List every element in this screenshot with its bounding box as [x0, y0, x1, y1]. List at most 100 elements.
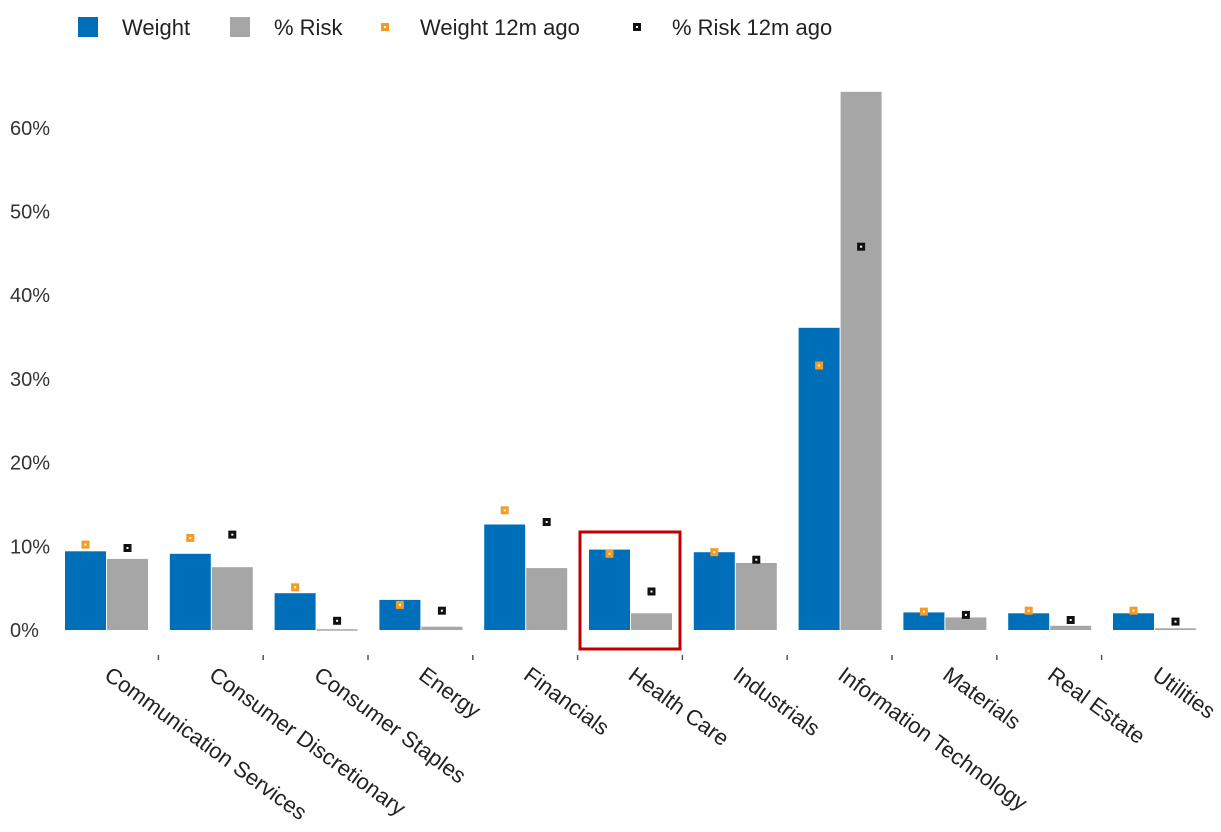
bar [421, 626, 463, 630]
x-category-label: Financials [519, 662, 614, 740]
legend-item-weight-12m-ago: Weight 12m ago [381, 15, 580, 40]
marker-dot [755, 558, 758, 561]
legend-swatch-dot-weight-12m-ago [384, 26, 386, 28]
legend-label-risk-12m-ago: % Risk 12m ago [672, 15, 832, 40]
bar [798, 327, 840, 630]
marker-point [1129, 606, 1138, 615]
bar [211, 567, 253, 630]
x-category-label: Energy [414, 662, 485, 723]
y-tick-label: 40% [10, 285, 50, 307]
marker-point [228, 530, 237, 539]
x-category-label: Health Care [624, 662, 734, 751]
legend-label-risk: % Risk [274, 15, 343, 40]
bar [1113, 613, 1154, 630]
marker-dot [126, 547, 129, 549]
marker-dot [294, 586, 297, 589]
bar [1008, 613, 1050, 630]
marker-dot [336, 619, 339, 622]
marker-dot [818, 364, 821, 367]
bars-layer [65, 91, 1196, 631]
legend: Weight % Risk Weight 12m ago % Risk 12m ago [78, 15, 832, 40]
legend-swatch-risk [230, 17, 250, 37]
legend-item-risk: % Risk [230, 15, 343, 40]
marker-point [291, 583, 300, 592]
legend-swatch-weight [78, 17, 98, 37]
marker-dot [231, 533, 234, 536]
marker-point [647, 587, 656, 596]
marker-point [605, 549, 614, 558]
bar [484, 524, 526, 630]
marker-dot [503, 509, 506, 512]
marker-point [437, 606, 446, 615]
bar [526, 568, 568, 630]
markers-layer [81, 242, 1180, 626]
bar [631, 613, 672, 630]
bar [1050, 625, 1092, 630]
x-category-label: Materials [938, 662, 1025, 735]
bar [107, 558, 148, 630]
marker-dot [713, 551, 716, 554]
marker-point [395, 600, 404, 609]
marker-dot [398, 603, 401, 606]
highlight-box [578, 530, 682, 651]
bar [735, 563, 777, 630]
marker-dot [964, 613, 967, 616]
marker-point [500, 506, 509, 515]
marker-point [857, 242, 866, 251]
marker-dot [545, 521, 548, 523]
marker-point [961, 610, 970, 619]
marker-dot [1027, 609, 1030, 612]
marker-dot [84, 543, 87, 546]
y-tick-label: 10% [10, 536, 50, 558]
marker-point [542, 518, 551, 526]
y-tick-label: 30% [10, 369, 50, 391]
legend-item-weight: Weight [78, 15, 190, 40]
bar [65, 551, 106, 630]
x-category-label: Industrials [729, 662, 825, 741]
marker-point [186, 533, 195, 542]
marker-dot [650, 590, 653, 593]
bar [169, 553, 211, 630]
marker-point [815, 361, 824, 370]
marker-dot [1174, 620, 1177, 623]
bar [693, 552, 735, 630]
bar [903, 612, 945, 630]
marker-dot [608, 552, 611, 555]
marker-dot [1132, 609, 1135, 612]
y-axis: 0% 10% 20% 30% 40% 50% 60% [10, 118, 50, 642]
marker-point [1024, 606, 1033, 615]
y-tick-label: 20% [10, 453, 50, 475]
x-category-label: Utilities [1148, 662, 1220, 724]
x-category-label: Real Estate [1043, 662, 1150, 749]
y-tick-label: 0% [10, 620, 39, 642]
bar [945, 617, 987, 630]
bar [316, 629, 358, 631]
legend-swatch-dot-risk-12m-ago [636, 26, 638, 28]
marker-point [1171, 617, 1180, 626]
marker-point [919, 607, 928, 616]
legend-label-weight: Weight [122, 15, 190, 40]
marker-dot [860, 245, 863, 248]
legend-label-weight-12m-ago: Weight 12m ago [420, 15, 580, 40]
legend-item-risk-12m-ago: % Risk 12m ago [633, 15, 832, 40]
bar [840, 91, 882, 631]
marker-dot [922, 610, 925, 613]
marker-point [81, 540, 90, 549]
x-category-label: Information Technology [834, 662, 1032, 816]
y-tick-label: 60% [10, 118, 50, 140]
bar [589, 549, 630, 630]
marker-dot [440, 609, 443, 612]
x-category-label: Consumer Discretionary [205, 662, 411, 821]
bar [1155, 628, 1196, 630]
marker-dot [1069, 619, 1072, 621]
x-category-label: Communication Services [100, 662, 312, 825]
marker-point [123, 544, 132, 552]
marker-point [333, 616, 342, 625]
highlight-layer [578, 530, 682, 651]
marker-point [710, 548, 719, 557]
marker-point [1066, 616, 1075, 624]
marker-point [752, 555, 761, 564]
marker-dot [189, 536, 192, 539]
